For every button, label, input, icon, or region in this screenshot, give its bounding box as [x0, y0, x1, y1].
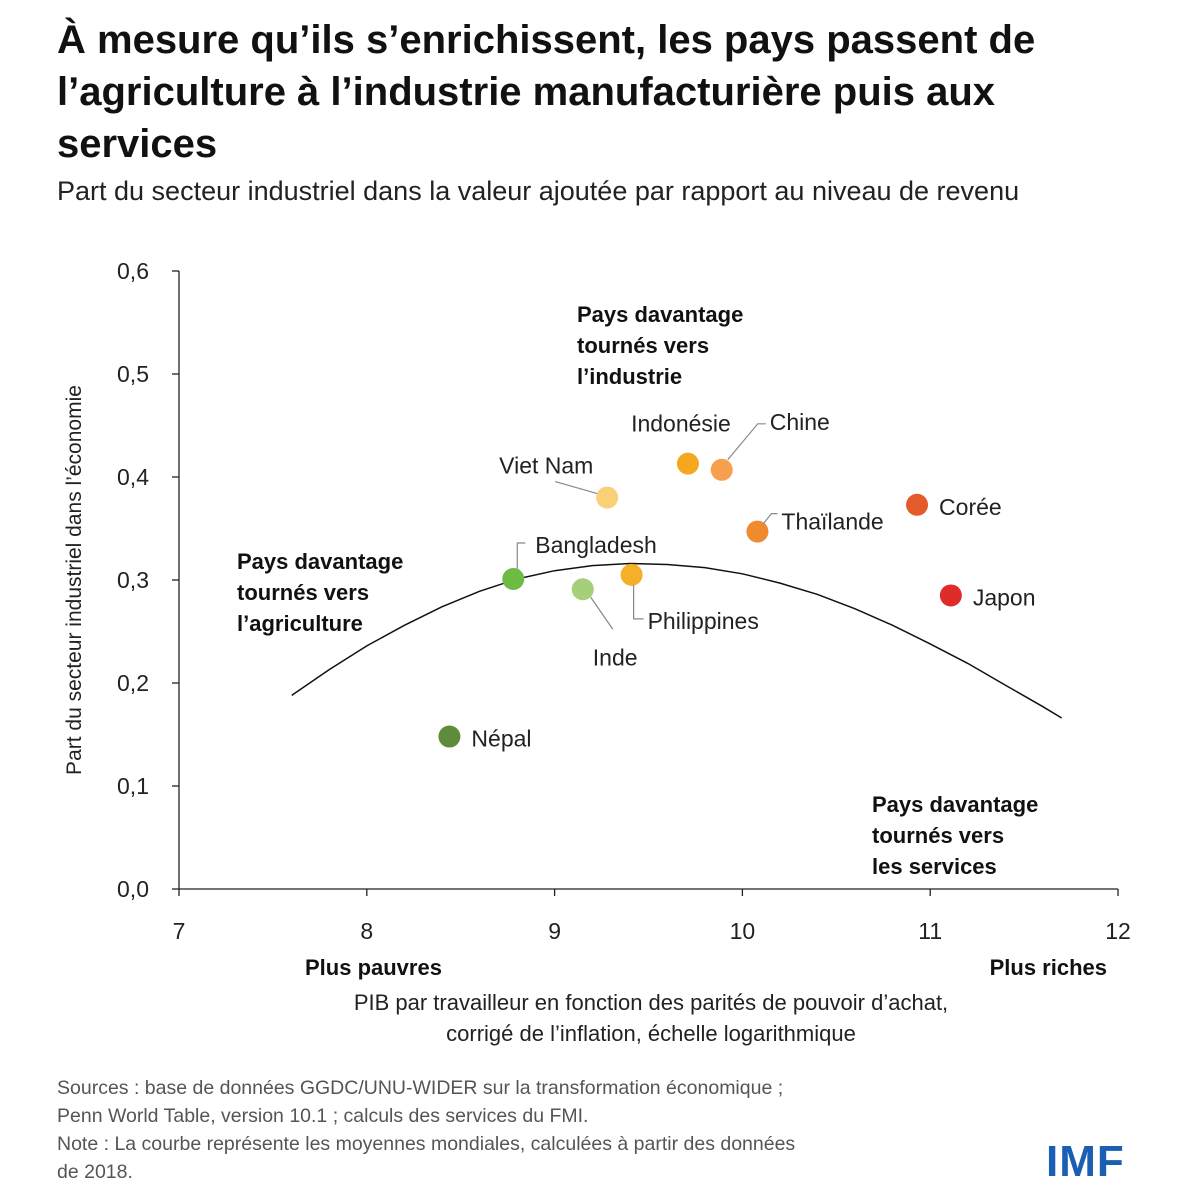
annotation-line: tournés vers: [872, 823, 1004, 848]
point-label-chine: Chine: [770, 409, 830, 435]
y-tick-label: 0,4: [117, 464, 149, 490]
point-label-indonesie: Indonésie: [631, 411, 731, 437]
x-axis-label-line: corrigé de l’inflation, échelle logarith…: [446, 1021, 856, 1046]
y-axis-label: Part du secteur industriel dans l’économ…: [63, 385, 86, 775]
leader-line-inde: [590, 596, 614, 630]
annotation-line: Pays davantage: [872, 792, 1038, 817]
y-tick-label: 0,1: [117, 773, 149, 799]
chart-subtitle: Part du secteur industriel dans la valeu…: [57, 176, 1020, 206]
annotation-line: l’agriculture: [237, 611, 363, 636]
x-tick-label: 8: [360, 918, 373, 944]
axes: 0,0 0,1 0,2 0,3 0,4 0,5 0,6 7 8 9 10 11 12 Part du se…: [63, 258, 1131, 1046]
annotation-services: Pays davantage tournés vers les services: [872, 792, 1038, 879]
annotations-layer: Pays davantage tournés vers l’industriePay…: [237, 302, 1038, 879]
points-layer: [438, 452, 962, 748]
annotation-line: tournés vers: [237, 580, 369, 605]
footer-notes: Sources : base de données GGDC/UNU-WIDER…: [57, 1074, 1017, 1186]
leader-line-bangladesh: [516, 542, 526, 569]
annotation-agriculture: Pays davantage tournés vers l’agriculture: [237, 549, 403, 636]
y-tick-label: 0,6: [117, 258, 149, 284]
point-nepal: [438, 725, 461, 748]
sources-line-1: Sources : base de données GGDC/UNU-WIDER…: [57, 1077, 784, 1099]
point-viet-nam: [596, 486, 619, 509]
x-tick-label: 9: [548, 918, 561, 944]
y-tick-label: 0,5: [117, 361, 149, 387]
chart-title: À mesure qu’ils s’enrichissent, les pays…: [57, 18, 1036, 166]
annotation-line: l’industrie: [577, 364, 682, 389]
point-philippines: [620, 563, 643, 586]
scatter-chart: 0,0 0,1 0,2 0,3 0,4 0,5 0,6 7 8 9 10 11 12 Part du se…: [63, 258, 1131, 1046]
point-label-japon: Japon: [973, 584, 1036, 610]
point-japon: [939, 584, 962, 607]
point-coree: [906, 493, 929, 516]
leader-line-chine: [727, 423, 766, 461]
curve-layer: [291, 562, 1063, 719]
point-label-viet-nam: Viet Nam: [499, 453, 593, 479]
point-label-inde: Inde: [593, 644, 638, 670]
note-line-1: Note : La courbe représente les moyennes…: [57, 1133, 796, 1155]
point-thailande: [746, 520, 769, 543]
point-label-philippines: Philippines: [648, 608, 759, 634]
leader-line-thailande: [762, 512, 778, 524]
leader-line-viet-nam: [555, 481, 598, 495]
x-tick-label: 11: [918, 918, 942, 944]
y-tick-label: 0,3: [117, 567, 149, 593]
x-tick-label: 12: [1105, 918, 1131, 944]
x-end-right-label: Plus riches: [990, 955, 1107, 980]
annotation-line: Pays davantage: [237, 549, 403, 574]
point-indonesie: [676, 452, 699, 475]
world-average-curve: [291, 562, 1063, 719]
point-label-coree: Corée: [939, 494, 1002, 520]
x-axis-label-line: PIB par travailleur en fonction des pari…: [354, 990, 948, 1015]
x-end-left-label: Plus pauvres: [305, 955, 442, 980]
annotation-industrie: Pays davantage tournés vers l’industrie: [577, 302, 743, 389]
point-label-thailande: Thaïlande: [781, 509, 883, 535]
point-chine: [710, 458, 733, 481]
annotation-line: Pays davantage: [577, 302, 743, 327]
point-label-bangladesh: Bangladesh: [535, 532, 657, 558]
leader-line-philippines: [632, 584, 644, 620]
x-tick-label: 7: [173, 918, 186, 944]
note-line-2: de 2018.: [57, 1161, 133, 1183]
annotation-line: les services: [872, 854, 997, 879]
point-label-nepal: Népal: [471, 726, 531, 752]
x-tick-label: 10: [730, 918, 756, 944]
annotation-line: tournés vers: [577, 333, 709, 358]
point-bangladesh: [502, 567, 525, 590]
y-tick-label: 0,2: [117, 670, 149, 696]
y-tick-label: 0,0: [117, 876, 149, 902]
imf-logo: IMF: [1046, 1137, 1125, 1186]
labels-layer: Népal Bangladesh Inde Viet Nam Philippines In…: [471, 409, 1035, 752]
point-inde: [571, 578, 594, 601]
sources-line-2: Penn World Table, version 10.1 ; calculs…: [57, 1105, 589, 1127]
